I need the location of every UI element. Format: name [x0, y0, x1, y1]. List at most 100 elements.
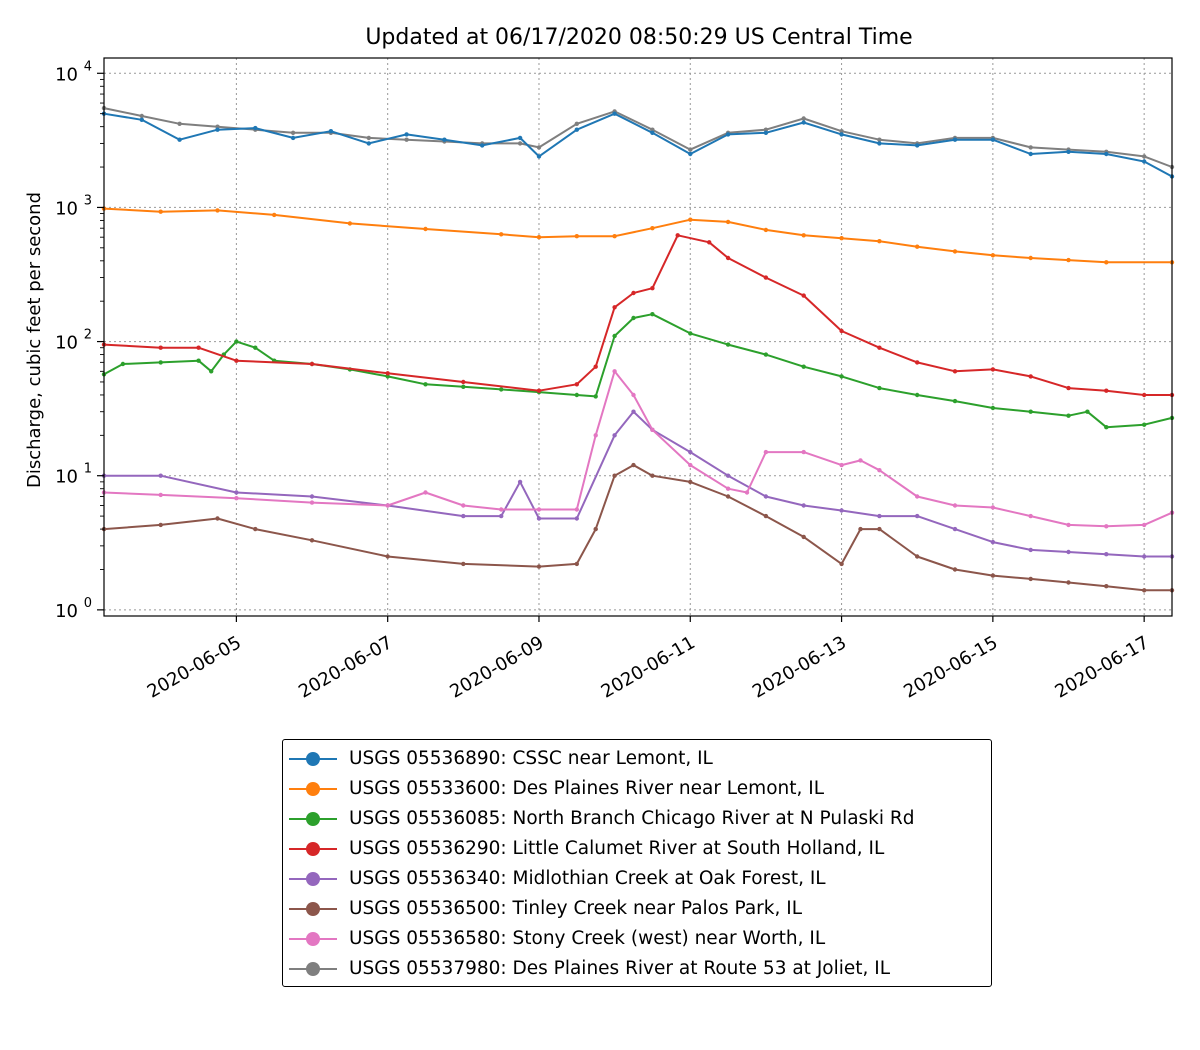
y-tick-exponent: 1 — [84, 462, 92, 477]
data-point — [725, 255, 731, 261]
data-point — [801, 449, 806, 455]
data-point — [839, 129, 844, 134]
data-point — [158, 473, 163, 478]
data-point — [631, 315, 636, 321]
data-point — [1142, 588, 1147, 593]
data-point — [461, 379, 466, 385]
y-axis-label: Discharge, cubic feet per second — [24, 192, 45, 488]
data-point — [952, 369, 958, 374]
data-point — [612, 473, 617, 478]
x-tick-label: 2020-06-07 — [295, 632, 396, 702]
legend-label: USGS 05536580: Stony Creek (west) near W… — [349, 928, 826, 949]
data-point — [877, 345, 882, 350]
data-point — [839, 374, 844, 379]
data-point — [763, 227, 769, 233]
data-point — [688, 147, 693, 152]
series-layer — [101, 105, 1175, 593]
data-point — [801, 233, 806, 238]
data-point — [480, 143, 485, 148]
data-point — [536, 507, 542, 512]
data-point — [952, 567, 958, 572]
data-point — [253, 125, 258, 131]
data-point — [290, 130, 296, 135]
data-point — [877, 513, 882, 519]
data-point — [877, 385, 882, 391]
y-tick-label: 10 — [55, 64, 78, 85]
data-point — [763, 275, 769, 280]
data-point — [990, 367, 996, 372]
data-point — [1028, 547, 1033, 553]
legend-label: USGS 05536290: Little Calumet River at S… — [349, 838, 885, 859]
data-point — [177, 137, 182, 142]
series-line — [103, 464, 1172, 592]
data-point — [915, 554, 920, 559]
data-point — [1142, 159, 1147, 164]
data-point — [215, 516, 220, 521]
series-5 — [101, 409, 1175, 559]
series-line — [103, 107, 1173, 168]
x-tick-label: 2020-06-11 — [598, 632, 699, 702]
data-point — [688, 449, 693, 455]
data-point — [536, 388, 542, 393]
data-point — [650, 427, 655, 432]
data-point — [309, 361, 315, 367]
data-point — [839, 328, 844, 334]
data-point — [423, 226, 428, 232]
data-point — [650, 473, 655, 478]
series-line — [103, 370, 1173, 528]
data-point — [1066, 149, 1071, 154]
data-point — [915, 494, 920, 499]
data-point — [952, 398, 958, 404]
data-point — [650, 130, 655, 135]
data-point — [990, 137, 996, 142]
legend-item: USGS 05536890: CSSC near Lemont, IL — [283, 747, 991, 771]
data-point — [650, 226, 655, 231]
legend-marker-swatch — [306, 752, 320, 766]
data-point — [877, 468, 882, 473]
data-point — [877, 526, 882, 532]
data-point — [290, 135, 296, 141]
y-tick-label: 10 — [55, 467, 78, 488]
series-2 — [101, 206, 1175, 265]
data-point — [366, 135, 371, 141]
y-tick-label: 10 — [55, 333, 78, 354]
data-point — [915, 360, 920, 365]
data-point — [574, 516, 579, 521]
data-point — [385, 503, 390, 508]
series-line — [104, 410, 1172, 558]
data-point — [158, 345, 163, 350]
y-tick-exponent: 2 — [84, 328, 92, 343]
data-point — [385, 554, 390, 559]
data-point — [404, 132, 409, 137]
data-point — [499, 513, 504, 519]
y-tick-exponent: 0 — [84, 596, 92, 611]
data-point — [612, 369, 617, 374]
data-point — [990, 253, 996, 258]
data-point — [1028, 151, 1033, 157]
data-point — [1028, 409, 1033, 414]
series-7 — [101, 369, 1175, 529]
data-point — [612, 111, 617, 116]
data-point — [990, 573, 996, 578]
data-point — [990, 505, 996, 510]
data-point — [120, 361, 126, 367]
data-point — [688, 479, 693, 485]
data-point — [423, 382, 428, 387]
data-point — [631, 409, 636, 414]
data-point — [801, 364, 806, 369]
legend-label: USGS 05533600: Des Plaines River near Le… — [349, 778, 825, 799]
data-point — [1104, 552, 1109, 557]
data-point — [385, 371, 390, 376]
series-8 — [101, 105, 1175, 170]
data-point — [1104, 524, 1109, 529]
data-point — [839, 561, 844, 567]
data-point — [593, 394, 598, 399]
x-tick-label: 2020-06-17 — [1052, 632, 1153, 702]
legend-marker-swatch — [306, 872, 320, 886]
data-point — [499, 232, 504, 237]
data-point — [725, 486, 731, 491]
data-point — [763, 513, 769, 519]
data-point — [593, 433, 598, 438]
data-point — [461, 513, 466, 519]
data-point — [675, 233, 680, 238]
